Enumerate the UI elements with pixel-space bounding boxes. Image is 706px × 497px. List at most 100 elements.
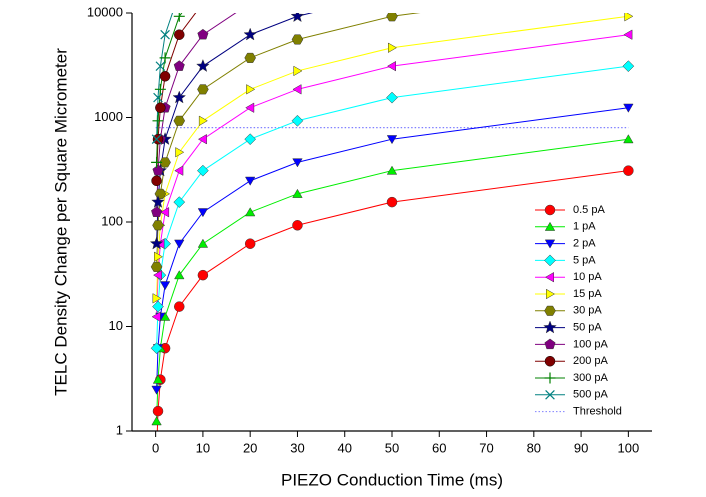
x-tick-label: 60 <box>432 440 446 455</box>
legend-label: 2 pA <box>573 238 596 250</box>
marker <box>150 342 163 355</box>
marker <box>154 83 166 95</box>
marker <box>197 164 209 177</box>
legend-label: 15 pA <box>573 288 602 300</box>
legend-label: Threshold <box>573 406 622 418</box>
marker <box>174 165 184 176</box>
marker <box>623 165 634 176</box>
y-tick-label: 10000 <box>87 4 123 19</box>
marker <box>175 147 185 158</box>
legend-marker <box>544 355 556 367</box>
legend-label: 300 pA <box>573 372 609 384</box>
x-tick-label: 80 <box>527 440 541 455</box>
marker <box>388 42 398 53</box>
y-tick-label: 1 <box>116 422 123 437</box>
marker <box>151 156 163 168</box>
marker <box>293 65 303 77</box>
legend-label: 5 pA <box>573 254 596 266</box>
x-tick-label: 90 <box>574 440 588 455</box>
series-line <box>156 34 629 317</box>
marker <box>197 269 209 281</box>
marker <box>151 311 161 322</box>
marker <box>160 207 170 218</box>
marker <box>244 176 256 186</box>
marker <box>153 92 163 103</box>
marker <box>623 29 633 40</box>
y-tick-label: 10 <box>109 318 123 333</box>
x-axis-label: PIEZO Conduction Time (ms) <box>281 470 503 489</box>
marker <box>244 133 257 146</box>
series-line <box>156 13 313 244</box>
marker <box>244 238 256 249</box>
marker <box>151 194 165 208</box>
marker <box>291 34 304 45</box>
marker <box>155 61 166 71</box>
marker <box>173 13 185 22</box>
y-tick-label: 100 <box>101 213 123 228</box>
marker <box>151 206 163 217</box>
marker <box>173 115 186 126</box>
marker <box>196 58 210 72</box>
legend-marker <box>544 254 556 267</box>
marker <box>174 239 185 249</box>
marker <box>173 196 186 208</box>
marker <box>174 29 185 40</box>
series-line <box>156 13 237 213</box>
marker <box>197 28 209 40</box>
series-line <box>156 13 197 181</box>
marker <box>386 135 398 145</box>
marker <box>292 84 302 95</box>
marker <box>386 165 398 175</box>
series-line <box>156 107 629 390</box>
legend-label: 100 pA <box>573 338 609 350</box>
legend-marker <box>544 239 556 249</box>
marker <box>152 115 164 127</box>
marker <box>387 60 396 72</box>
marker <box>198 0 208 8</box>
series-line <box>156 170 629 431</box>
legend-marker <box>546 288 556 300</box>
marker <box>291 114 304 127</box>
x-tick-label: 0 <box>152 440 159 455</box>
marker <box>245 102 255 113</box>
marker <box>149 236 164 250</box>
marker <box>623 134 634 144</box>
x-tick-label: 40 <box>337 440 351 455</box>
marker <box>150 261 163 272</box>
marker <box>151 134 162 145</box>
marker <box>152 300 164 313</box>
marker <box>386 13 398 22</box>
x-tick-label: 20 <box>243 440 257 455</box>
marker <box>152 293 162 304</box>
marker <box>173 60 185 71</box>
marker <box>246 84 256 95</box>
x-tick-label: 70 <box>479 440 493 455</box>
marker <box>292 188 303 198</box>
marker <box>624 13 634 22</box>
marker <box>174 270 185 280</box>
legend-marker <box>544 305 556 316</box>
legend-marker <box>544 272 554 283</box>
y-tick-label: 1000 <box>94 109 123 124</box>
series-line <box>156 13 174 140</box>
legend-label: 1 pA <box>573 221 596 233</box>
series-line <box>156 65 629 349</box>
marker <box>152 164 164 176</box>
marker <box>152 220 164 231</box>
series-line <box>156 138 629 422</box>
marker <box>290 13 305 23</box>
marker <box>155 102 166 113</box>
marker <box>151 385 162 395</box>
marker <box>160 29 170 40</box>
marker <box>292 220 303 231</box>
legend-marker <box>544 372 556 384</box>
marker <box>197 208 209 218</box>
marker <box>243 27 258 41</box>
marker <box>197 84 209 95</box>
y-axis-label: TELC Density Change per Square Micromete… <box>51 48 70 396</box>
legend-label: 0.5 pA <box>573 204 605 216</box>
marker <box>197 133 207 145</box>
marker <box>198 115 208 126</box>
marker <box>386 91 398 104</box>
